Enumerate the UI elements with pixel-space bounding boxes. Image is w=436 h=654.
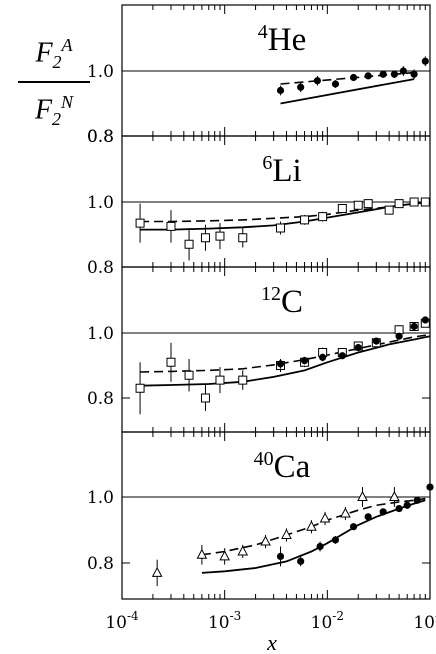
data-point (409, 197, 419, 207)
panel-ca: 1.0 0.8 40Ca (87, 431, 434, 600)
y-tick-label: 0.8 (87, 389, 114, 409)
data-point (276, 360, 285, 368)
solid-curve (201, 499, 426, 574)
data-point (166, 221, 176, 231)
data-point (313, 77, 321, 85)
data-point (353, 200, 363, 210)
y-tick-label: 1.0 (87, 193, 114, 213)
data-point (394, 199, 404, 209)
data-point (349, 73, 358, 82)
y-tick-label: 1.0 (87, 324, 114, 344)
x-axis-label: x (266, 630, 277, 654)
data-point (260, 535, 271, 546)
data-point (316, 542, 324, 551)
data-point (151, 566, 163, 577)
data-point (276, 552, 285, 561)
data-point (331, 80, 340, 88)
y-tick-label: 0.8 (87, 554, 114, 574)
solid-curve (140, 335, 431, 387)
data-point (395, 504, 403, 513)
data-point (297, 557, 305, 565)
panel-c: 1.0 0.8 12C (87, 266, 431, 433)
data-point (219, 550, 230, 561)
data-point (410, 322, 418, 331)
data-point (394, 325, 404, 335)
dashed-curve (140, 333, 431, 373)
data-point (166, 357, 176, 367)
data-point (238, 375, 248, 385)
data-point (364, 513, 372, 521)
data-point (338, 352, 346, 360)
y-tick-label: 0.8 (87, 127, 114, 147)
panel-he: 1.0 0.8 4He (87, 4, 431, 147)
data-point (276, 86, 285, 95)
panel-title: 40Ca (254, 448, 311, 485)
data-point (319, 512, 331, 523)
data-point (354, 344, 362, 352)
data-point (379, 508, 387, 516)
data-point (357, 490, 368, 501)
data-point (410, 70, 418, 78)
panel-frame (121, 431, 431, 600)
data-point (372, 337, 380, 345)
data-point (318, 212, 328, 222)
y-tick-label: 0.8 (87, 258, 114, 278)
data-point (306, 520, 317, 531)
x-tick-label: 10-1 (413, 609, 436, 633)
data-point (215, 375, 225, 385)
data-point (421, 57, 429, 65)
data-point (395, 332, 403, 340)
data-point (403, 501, 411, 509)
y-tick-label: 1.0 (87, 488, 114, 508)
data-point (135, 218, 145, 228)
data-point (363, 199, 373, 209)
data-point (200, 393, 210, 403)
y-label-numerator: F2A (35, 35, 73, 72)
y-axis-label: F2A F2N (14, 28, 94, 136)
data-point (390, 70, 398, 78)
data-point (331, 536, 340, 544)
x-tick-label: 10-4 (105, 609, 139, 633)
data-point (135, 383, 145, 393)
y-label-denominator: F2N (34, 91, 74, 129)
solid-curve (280, 78, 415, 105)
data-point (420, 197, 430, 207)
data-point (349, 523, 358, 531)
data-point (340, 507, 351, 518)
data-point (238, 233, 248, 243)
data-point (297, 83, 305, 91)
data-point (215, 231, 225, 241)
x-tick-label: 10-2 (311, 609, 344, 633)
y-tick-label: 0.8 (87, 127, 114, 147)
panel-title: 4He (258, 21, 306, 58)
data-point (364, 72, 372, 80)
fraction-bar (18, 80, 90, 83)
x-tick-label: 10-3 (208, 609, 241, 633)
data-point (389, 490, 400, 501)
data-point (413, 496, 421, 504)
data-point (384, 205, 394, 215)
data-point (300, 357, 309, 365)
data-point (184, 239, 194, 249)
y-tick-label: 1.0 (87, 62, 114, 82)
data-point (184, 370, 194, 380)
data-point (337, 204, 347, 213)
panel-li: 0.8 1.0 0.8 6Li (87, 127, 431, 278)
panel-title: 12C (261, 283, 303, 320)
data-point (399, 67, 407, 75)
data-point (196, 548, 208, 559)
panel-title: 6Li (262, 152, 301, 189)
data-point (237, 545, 249, 556)
data-point (200, 233, 210, 243)
dashed-curve (280, 71, 415, 85)
data-point (281, 528, 292, 539)
data-point (426, 483, 434, 491)
data-point (421, 316, 429, 324)
data-point (276, 223, 286, 233)
data-point (379, 70, 387, 78)
data-point (300, 215, 310, 225)
data-point (319, 353, 327, 361)
